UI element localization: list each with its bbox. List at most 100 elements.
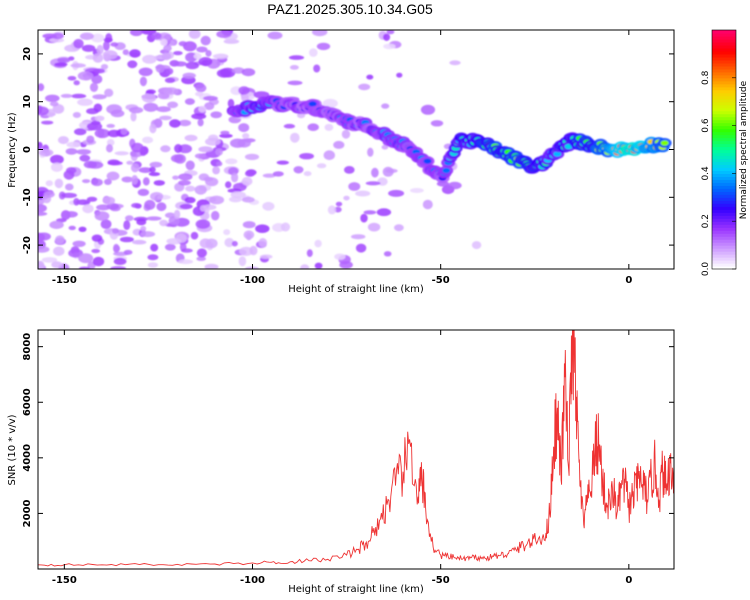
colorbar-band — [712, 146, 736, 151]
spectrogram-speckle — [355, 243, 367, 253]
spectrogram-speckle — [238, 123, 250, 133]
snr-series-line — [38, 330, 674, 567]
spectrogram-speckle — [312, 30, 328, 37]
spectrogram-speckle — [262, 201, 275, 211]
spectrogram-speckle — [343, 195, 350, 201]
spectrogram-speckle — [314, 262, 323, 269]
colorbar-band — [712, 233, 736, 237]
spectrogram-speckle — [209, 195, 225, 205]
spectrogram-speckle — [344, 166, 355, 174]
spectrogram-x-tick-label: 0 — [625, 275, 632, 286]
spectrogram-speckle — [148, 172, 161, 177]
colorbar-band — [712, 107, 736, 112]
spectrogram-speckle — [223, 39, 240, 44]
spectrogram-speckle — [38, 246, 50, 253]
spectrogram-speckle — [38, 204, 47, 213]
spectrogram-y-tick-label: -10 — [22, 188, 33, 206]
spectrogram-speckle — [79, 32, 94, 40]
spectrogram-speckle — [160, 145, 171, 153]
colorbar-band — [712, 191, 736, 195]
spectrogram-speckle — [38, 106, 49, 116]
spectrogram-speckle — [82, 179, 91, 184]
spectrogram-speckle — [138, 67, 153, 77]
spectrogram-speckle — [173, 61, 187, 67]
spectrogram-speckle — [386, 30, 395, 35]
spectrogram-speckle — [102, 50, 118, 60]
spectrogram-speckle — [139, 76, 147, 87]
spectrogram-speckle — [65, 167, 77, 174]
spectrogram-x-tick-label: -100 — [240, 275, 265, 286]
snr-y-tick-label: 6000 — [22, 388, 33, 416]
spectrogram-speckle — [225, 181, 232, 189]
spectrogram-speckle — [204, 263, 219, 269]
spectrogram-speckle — [185, 61, 199, 70]
spectrogram-speckle — [96, 204, 111, 211]
spectrogram-speckle — [156, 202, 167, 212]
colorbar-band — [712, 134, 736, 139]
spectrogram-speckle — [185, 160, 195, 171]
spectrogram-speckle — [203, 95, 218, 101]
spectrogram-speckle — [190, 231, 199, 240]
spectrogram-speckle — [68, 225, 76, 231]
spectrogram-speckle — [96, 44, 104, 55]
spectrogram-speckle — [196, 256, 206, 262]
spectrogram-speckle — [92, 53, 104, 63]
spectrogram-speckle — [197, 118, 204, 127]
snr-ticks: -150 -100 -50 0 2000 4000 6000 8000 — [22, 330, 674, 586]
spectrogram-speckle — [231, 172, 239, 183]
spectrogram-speckle — [138, 167, 153, 174]
spectrogram-speckle — [92, 68, 106, 74]
spectrogram-speckle — [103, 40, 110, 51]
spectrogram-speckle — [280, 222, 291, 232]
spectrogram-speckle — [211, 210, 220, 221]
colorbar-band — [712, 197, 736, 201]
spectrogram-speckle — [91, 33, 105, 43]
spectrogram-speckle — [140, 231, 156, 238]
spectrogram-speckle — [130, 111, 137, 122]
colorbar-band — [712, 83, 736, 88]
spectrogram-speckle — [363, 210, 377, 215]
spectrogram-speckle — [130, 163, 140, 173]
colorbar-band — [712, 89, 736, 94]
spectrogram-x-tick-label: -150 — [52, 275, 77, 286]
snr-x-tick-label: -150 — [52, 575, 77, 586]
spectrogram-speckle — [106, 123, 115, 128]
spectrogram-speckle — [132, 239, 147, 245]
colorbar-band — [712, 71, 736, 76]
spectrogram-speckle — [57, 57, 71, 63]
colorbar-band — [712, 179, 736, 183]
spectrogram-speckle — [112, 228, 119, 234]
spectrogram-speckle — [38, 211, 48, 216]
spectrogram-speckle — [68, 248, 83, 258]
spectrogram-speckle — [166, 238, 182, 245]
colorbar-band — [712, 251, 736, 255]
spectrogram-speckle — [422, 199, 433, 210]
spectrogram-speckle — [73, 198, 80, 206]
spectrogram-speckle — [49, 220, 64, 229]
colorbar-band — [712, 101, 736, 106]
colorbar-band — [712, 173, 736, 177]
spectrogram-speckle — [121, 176, 134, 183]
spectrogram-speckle — [122, 49, 129, 56]
spectrogram-speckle — [156, 106, 171, 113]
colorbar-band — [712, 77, 736, 82]
spectrogram-speckle — [86, 135, 95, 144]
spectrogram-speckle — [276, 160, 289, 165]
spectrogram-speckle — [139, 150, 147, 157]
spectrogram-speckle — [155, 64, 165, 73]
spectrogram-speckle — [110, 42, 119, 47]
colorbar-band — [712, 257, 736, 261]
colorbar-band — [712, 119, 736, 124]
spectrogram-speckle — [231, 240, 238, 247]
spectrogram-speckle — [178, 259, 194, 265]
spectrogram-speckle — [314, 239, 322, 248]
spectrogram-ylabel: Frequency (Hz) — [7, 112, 18, 188]
spectrogram-speckle — [123, 220, 131, 231]
colorbar-band — [712, 128, 736, 133]
spectrogram-y-tick-label: 10 — [22, 95, 33, 109]
colorbar-band — [712, 74, 736, 79]
spectrogram-speckle — [38, 141, 43, 150]
colorbar-band — [712, 143, 736, 148]
colorbar-band — [712, 38, 736, 43]
